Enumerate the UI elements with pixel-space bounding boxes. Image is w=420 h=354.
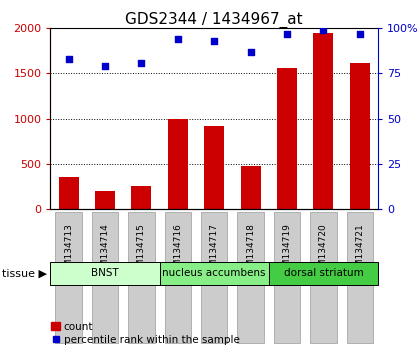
Point — [320, 27, 327, 33]
Bar — [313, 33, 333, 209]
Text: GSM134717: GSM134717 — [210, 223, 219, 278]
Point — [284, 31, 290, 36]
Bar — [131, 186, 152, 209]
Point — [357, 31, 363, 36]
Legend: count, percentile rank within the sample: count, percentile rank within the sample — [47, 317, 244, 349]
Point — [102, 63, 108, 69]
Bar — [95, 191, 115, 209]
Text: GSM134716: GSM134716 — [173, 223, 182, 278]
Text: dorsal striatum: dorsal striatum — [284, 268, 363, 279]
Title: GDS2344 / 1434967_at: GDS2344 / 1434967_at — [126, 12, 303, 28]
Text: GSM134719: GSM134719 — [283, 223, 291, 278]
Point — [65, 56, 72, 62]
Text: tissue ▶: tissue ▶ — [2, 268, 47, 278]
Bar — [50, 262, 160, 285]
Bar — [277, 68, 297, 209]
Text: GSM134714: GSM134714 — [100, 223, 110, 278]
Bar — [160, 262, 269, 285]
Text: BNST: BNST — [91, 268, 119, 279]
Text: GSM134721: GSM134721 — [355, 223, 364, 278]
Text: GSM134715: GSM134715 — [137, 223, 146, 278]
Bar — [350, 63, 370, 209]
Bar — [241, 166, 260, 209]
Point — [174, 36, 181, 42]
Text: nucleus accumbens: nucleus accumbens — [163, 268, 266, 279]
Point — [211, 38, 218, 44]
Point — [138, 60, 145, 65]
Point — [247, 49, 254, 55]
Bar — [168, 119, 188, 209]
Text: GSM134720: GSM134720 — [319, 223, 328, 278]
Text: GSM134713: GSM134713 — [64, 223, 73, 278]
Bar — [204, 126, 224, 209]
Text: GSM134718: GSM134718 — [246, 223, 255, 278]
Bar — [59, 177, 79, 209]
Bar — [269, 262, 378, 285]
